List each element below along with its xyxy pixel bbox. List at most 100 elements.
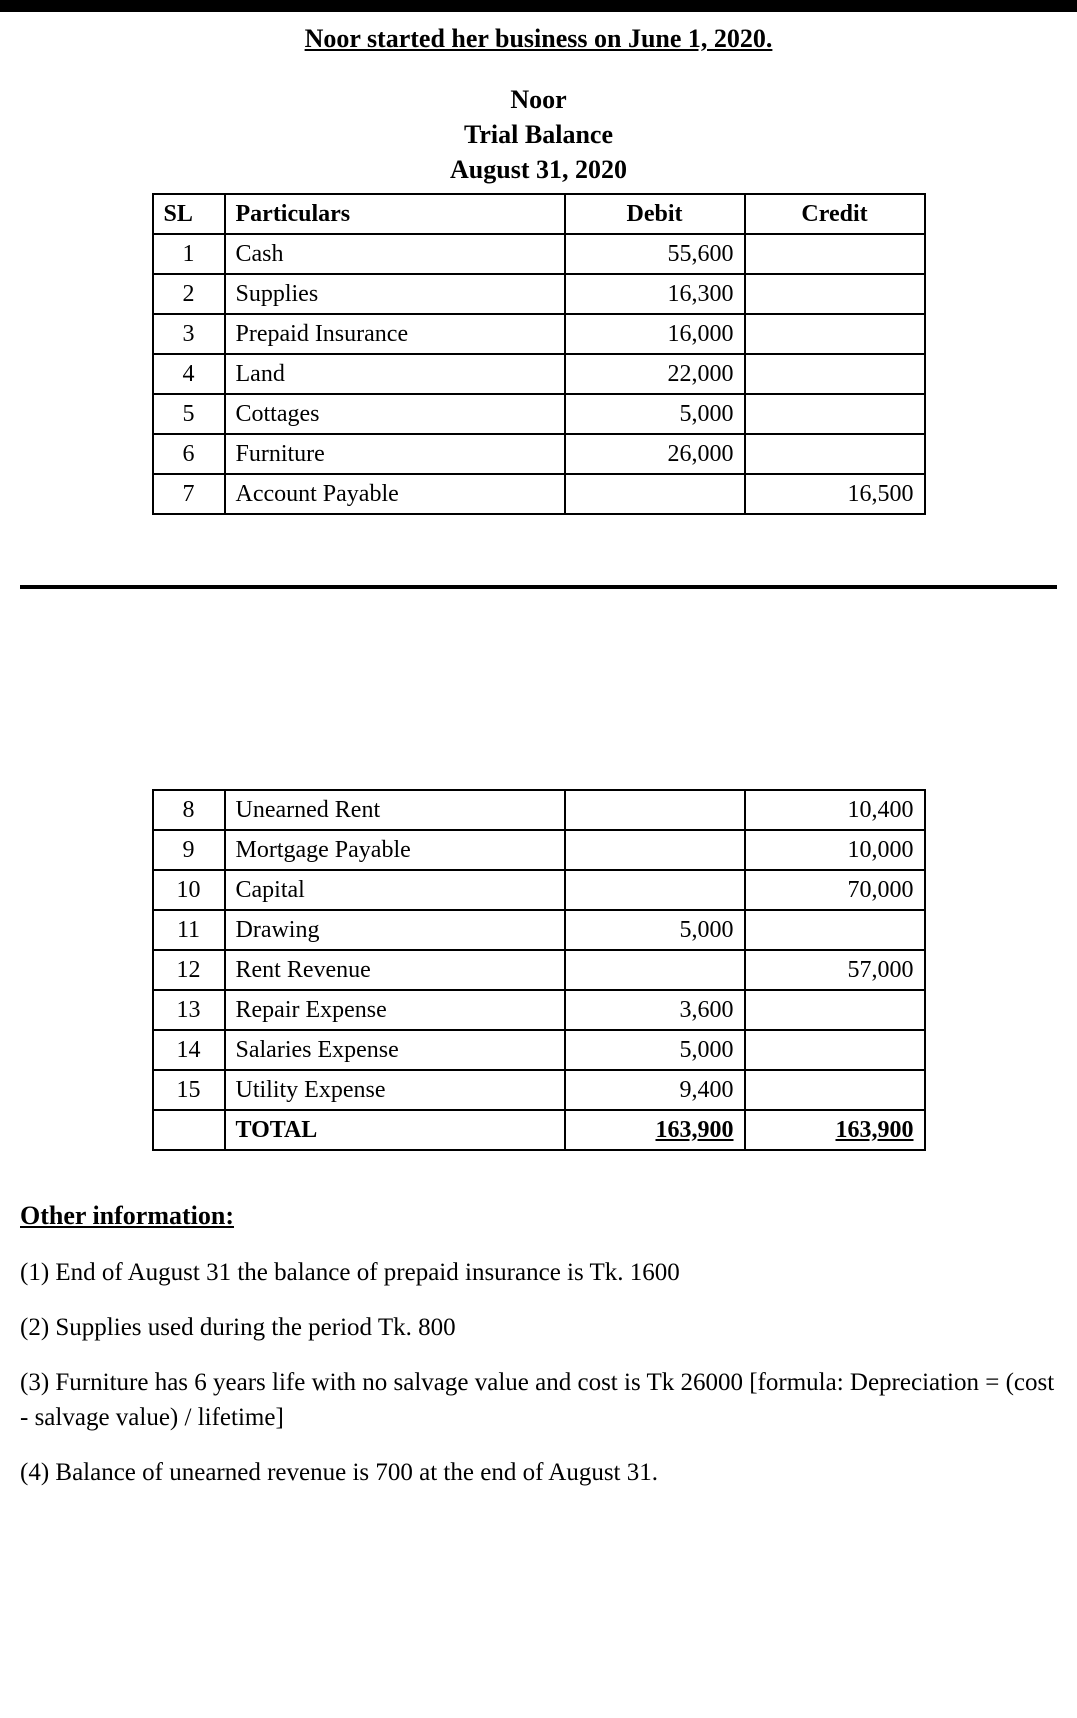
cell-total-credit: 163,900 <box>745 1110 925 1150</box>
table-row: 5Cottages5,000 <box>153 394 925 434</box>
cell-debit: 5,000 <box>565 1030 745 1070</box>
col-header-sl: SL <box>153 194 225 234</box>
cell-debit: 22,000 <box>565 354 745 394</box>
document-title: Noor started her business on June 1, 202… <box>20 24 1057 54</box>
cell-credit: 70,000 <box>745 870 925 910</box>
cell-sl: 9 <box>153 830 225 870</box>
cell-sl: 6 <box>153 434 225 474</box>
info-item: (2) Supplies used during the period Tk. … <box>20 1310 1057 1345</box>
cell-credit <box>745 990 925 1030</box>
report-header: Noor Trial Balance August 31, 2020 <box>20 82 1057 187</box>
cell-debit: 16,300 <box>565 274 745 314</box>
table-row: 2Supplies16,300 <box>153 274 925 314</box>
cell-credit: 57,000 <box>745 950 925 990</box>
info-item: (3) Furniture has 6 years life with no s… <box>20 1365 1057 1435</box>
cell-credit <box>745 354 925 394</box>
cell-debit: 3,600 <box>565 990 745 1030</box>
table-row: 10Capital 70,000 <box>153 870 925 910</box>
cell-sl: 4 <box>153 354 225 394</box>
cell-debit <box>565 830 745 870</box>
cell-credit <box>745 394 925 434</box>
trial-balance-table-part1: SL Particulars Debit Credit 1Cash55,6002… <box>152 193 926 515</box>
top-black-bar <box>0 0 1077 12</box>
col-header-credit: Credit <box>745 194 925 234</box>
cell-credit: 10,400 <box>745 790 925 830</box>
table-row: 7Account Payable 16,500 <box>153 474 925 514</box>
cell-particulars: Cash <box>225 234 565 274</box>
cell-total-debit: 163,900 <box>565 1110 745 1150</box>
cell-sl: 13 <box>153 990 225 1030</box>
cell-particulars: Supplies <box>225 274 565 314</box>
cell-sl: 2 <box>153 274 225 314</box>
col-header-debit: Debit <box>565 194 745 234</box>
cell-sl: 15 <box>153 1070 225 1110</box>
table-row: 1Cash55,600 <box>153 234 925 274</box>
cell-credit <box>745 434 925 474</box>
cell-particulars: Account Payable <box>225 474 565 514</box>
info-item: (1) End of August 31 the balance of prep… <box>20 1255 1057 1290</box>
cell-debit <box>565 870 745 910</box>
cell-particulars: Rent Revenue <box>225 950 565 990</box>
cell-debit: 26,000 <box>565 434 745 474</box>
cell-credit <box>745 1070 925 1110</box>
company-name: Noor <box>20 82 1057 117</box>
cell-total-label: TOTAL <box>225 1110 565 1150</box>
cell-credit <box>745 1030 925 1070</box>
cell-particulars: Land <box>225 354 565 394</box>
cell-credit: 10,000 <box>745 830 925 870</box>
cell-credit <box>745 910 925 950</box>
document-content: Noor started her business on June 1, 202… <box>0 12 1077 1550</box>
cell-sl: 1 <box>153 234 225 274</box>
cell-particulars: Salaries Expense <box>225 1030 565 1070</box>
cell-particulars: Drawing <box>225 910 565 950</box>
cell-particulars: Mortgage Payable <box>225 830 565 870</box>
cell-particulars: Capital <box>225 870 565 910</box>
trial-balance-table-part2: 8Unearned Rent 10,400 9Mortgage Payable 10,… <box>152 789 926 1151</box>
cell-debit <box>565 790 745 830</box>
cell-sl: 10 <box>153 870 225 910</box>
table-row: 12Rent Revenue 57,000 <box>153 950 925 990</box>
table-row: 4Land22,000 <box>153 354 925 394</box>
cell-sl <box>153 1110 225 1150</box>
info-item: (4) Balance of unearned revenue is 700 a… <box>20 1455 1057 1490</box>
cell-sl: 7 <box>153 474 225 514</box>
cell-particulars: Prepaid Insurance <box>225 314 565 354</box>
cell-debit: 5,000 <box>565 910 745 950</box>
cell-particulars: Cottages <box>225 394 565 434</box>
table-row: 15Utility Expense9,400 <box>153 1070 925 1110</box>
cell-debit: 16,000 <box>565 314 745 354</box>
cell-debit <box>565 474 745 514</box>
table-row: 6Furniture26,000 <box>153 434 925 474</box>
table-row: 13Repair Expense3,600 <box>153 990 925 1030</box>
other-info-heading: Other information: <box>20 1201 1057 1231</box>
table-row: 9Mortgage Payable 10,000 <box>153 830 925 870</box>
cell-credit: 16,500 <box>745 474 925 514</box>
table-total-row: TOTAL163,900163,900 <box>153 1110 925 1150</box>
cell-debit: 55,600 <box>565 234 745 274</box>
table-row: 14Salaries Expense5,000 <box>153 1030 925 1070</box>
cell-particulars: Unearned Rent <box>225 790 565 830</box>
cell-particulars: Furniture <box>225 434 565 474</box>
cell-credit <box>745 314 925 354</box>
page-separator <box>20 585 1057 589</box>
cell-credit <box>745 234 925 274</box>
col-header-particulars: Particulars <box>225 194 565 234</box>
report-date: August 31, 2020 <box>20 152 1057 187</box>
cell-sl: 12 <box>153 950 225 990</box>
cell-sl: 14 <box>153 1030 225 1070</box>
table-row: 11Drawing5,000 <box>153 910 925 950</box>
report-type: Trial Balance <box>20 117 1057 152</box>
cell-sl: 8 <box>153 790 225 830</box>
cell-sl: 3 <box>153 314 225 354</box>
table-header-row: SL Particulars Debit Credit <box>153 194 925 234</box>
cell-particulars: Repair Expense <box>225 990 565 1030</box>
table-row: 3Prepaid Insurance16,000 <box>153 314 925 354</box>
other-info-list: (1) End of August 31 the balance of prep… <box>20 1255 1057 1490</box>
cell-sl: 5 <box>153 394 225 434</box>
cell-sl: 11 <box>153 910 225 950</box>
cell-debit: 9,400 <box>565 1070 745 1110</box>
cell-particulars: Utility Expense <box>225 1070 565 1110</box>
cell-debit <box>565 950 745 990</box>
table-row: 8Unearned Rent 10,400 <box>153 790 925 830</box>
cell-credit <box>745 274 925 314</box>
